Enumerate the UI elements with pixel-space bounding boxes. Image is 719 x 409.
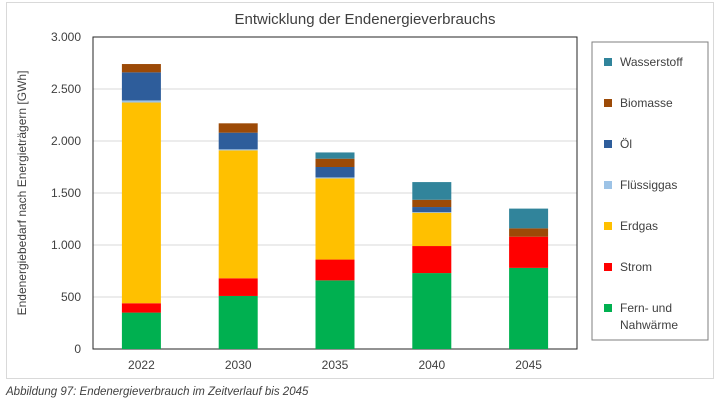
legend-entry: Wasserstoff xyxy=(620,55,683,69)
y-tick-label: 2.500 xyxy=(51,82,81,96)
bar-segment xyxy=(218,295,258,349)
bar-segment xyxy=(218,132,258,150)
bar-segment xyxy=(412,212,452,247)
bar-segment xyxy=(121,303,161,313)
bar-segment xyxy=(509,228,549,237)
bar-segment xyxy=(412,246,452,274)
legend-swatch xyxy=(604,140,612,148)
y-axis-label: Endenergiebedarf nach Energieträgern [GW… xyxy=(15,71,29,316)
bar-segment xyxy=(509,267,549,349)
bar-segment xyxy=(315,280,355,349)
stacked-bar-chart: Entwicklung der Endenergieverbrauchs 0 500… xyxy=(15,11,709,372)
bar-segment xyxy=(121,64,161,73)
y-tick-label: 500 xyxy=(61,290,81,304)
bar-segment xyxy=(315,178,355,260)
legend-swatch xyxy=(604,58,612,66)
bar-segment xyxy=(315,167,355,178)
chart-title: Entwicklung der Endenergieverbrauchs xyxy=(235,11,496,28)
bar-segment xyxy=(412,207,452,213)
bar-segment xyxy=(218,149,258,151)
y-tick-label: 2.000 xyxy=(51,134,81,148)
x-tick-label: 2035 xyxy=(322,358,349,372)
y-tick-label: 1.500 xyxy=(51,186,81,200)
bar-segment xyxy=(509,208,549,229)
bar-segment xyxy=(315,158,355,167)
bar-segment xyxy=(218,150,258,279)
figure-caption: Abbildung 97: Endenergieverbrauch im Zei… xyxy=(6,386,309,398)
legend-entry: Öl xyxy=(620,137,632,151)
bar-segment xyxy=(412,182,452,200)
bar-segment xyxy=(412,273,452,349)
legend-swatch xyxy=(604,99,612,107)
legend-entry: Fern- und Nahwärme xyxy=(620,301,678,332)
legend-entry: Flüssiggas xyxy=(620,178,677,192)
bar-segment xyxy=(315,152,355,159)
legend-entry: Biomasse xyxy=(620,96,673,110)
bar-segment xyxy=(121,100,161,103)
y-tick-label: 1.000 xyxy=(51,238,81,252)
bar-segment xyxy=(509,236,549,268)
legend-swatch xyxy=(604,263,612,271)
legend-entry: Strom xyxy=(620,260,652,274)
bar-segment xyxy=(218,123,258,133)
x-tick-label: 2022 xyxy=(128,358,155,372)
bar-segment xyxy=(315,259,355,281)
bar-segment xyxy=(315,177,355,179)
legend-box xyxy=(591,41,709,341)
x-tick-label: 2045 xyxy=(515,358,542,372)
y-tick-label: 0 xyxy=(74,342,81,356)
legend-entry: Erdgas xyxy=(620,219,658,233)
x-tick-label: 2030 xyxy=(225,358,252,372)
legend-swatch xyxy=(604,181,612,189)
bar-segment xyxy=(412,212,452,213)
legend-swatch xyxy=(604,222,612,230)
bar-segment xyxy=(121,72,161,101)
bar-segment xyxy=(121,102,161,304)
bar-segment xyxy=(121,312,161,349)
bar-segment xyxy=(218,278,258,296)
y-tick-label: 3.000 xyxy=(51,30,81,44)
bar-segment xyxy=(412,199,452,208)
legend-swatch xyxy=(604,304,612,312)
x-tick-label: 2040 xyxy=(418,358,445,372)
